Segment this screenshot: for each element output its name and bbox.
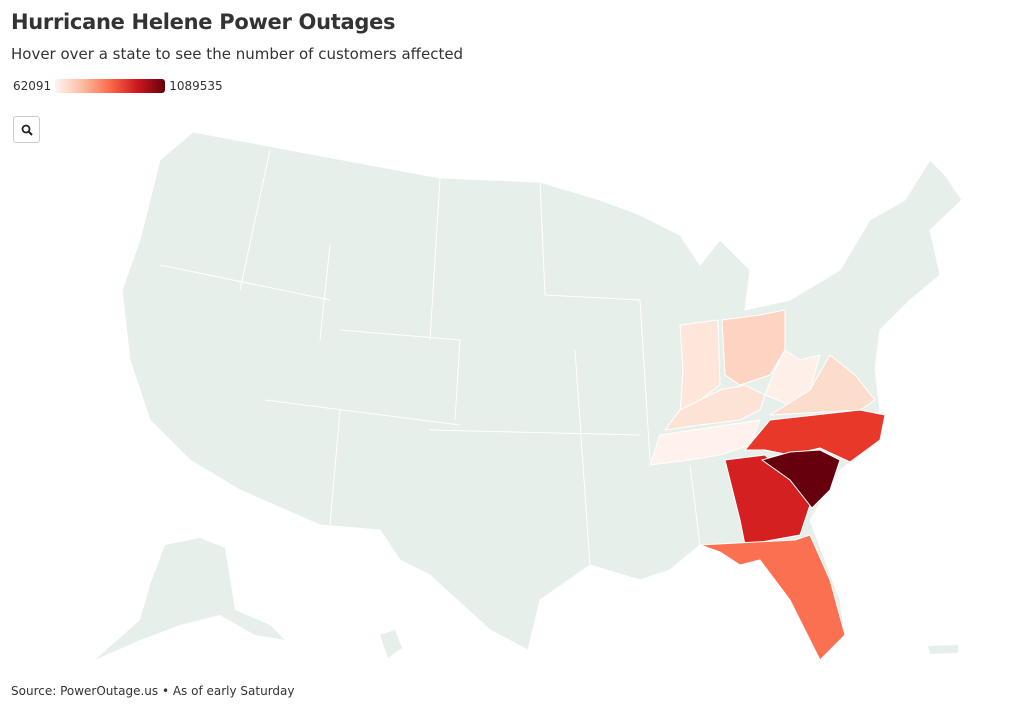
legend-gradient: [55, 79, 166, 93]
state-borders: [159, 149, 701, 566]
hawaii: [380, 630, 402, 658]
search-icon: [21, 124, 33, 136]
alaska: [95, 538, 285, 660]
legend-min: 62091: [13, 79, 52, 93]
source: Source: PowerOutage.us • As of early Sat…: [11, 684, 295, 698]
state[interactable]: [721, 309, 786, 386]
state[interactable]: [699, 534, 846, 661]
state[interactable]: [760, 449, 841, 509]
search-button[interactable]: [13, 116, 40, 143]
state[interactable]: [649, 419, 761, 466]
title: Hurricane Helene Power Outages: [11, 10, 396, 34]
subtitle: Hover over a state to see the number of …: [11, 45, 464, 63]
legend: 62091 1089535: [13, 79, 223, 93]
legend-max: 1089535: [169, 79, 223, 93]
puerto-rico: [928, 645, 958, 654]
state[interactable]: [743, 409, 886, 463]
